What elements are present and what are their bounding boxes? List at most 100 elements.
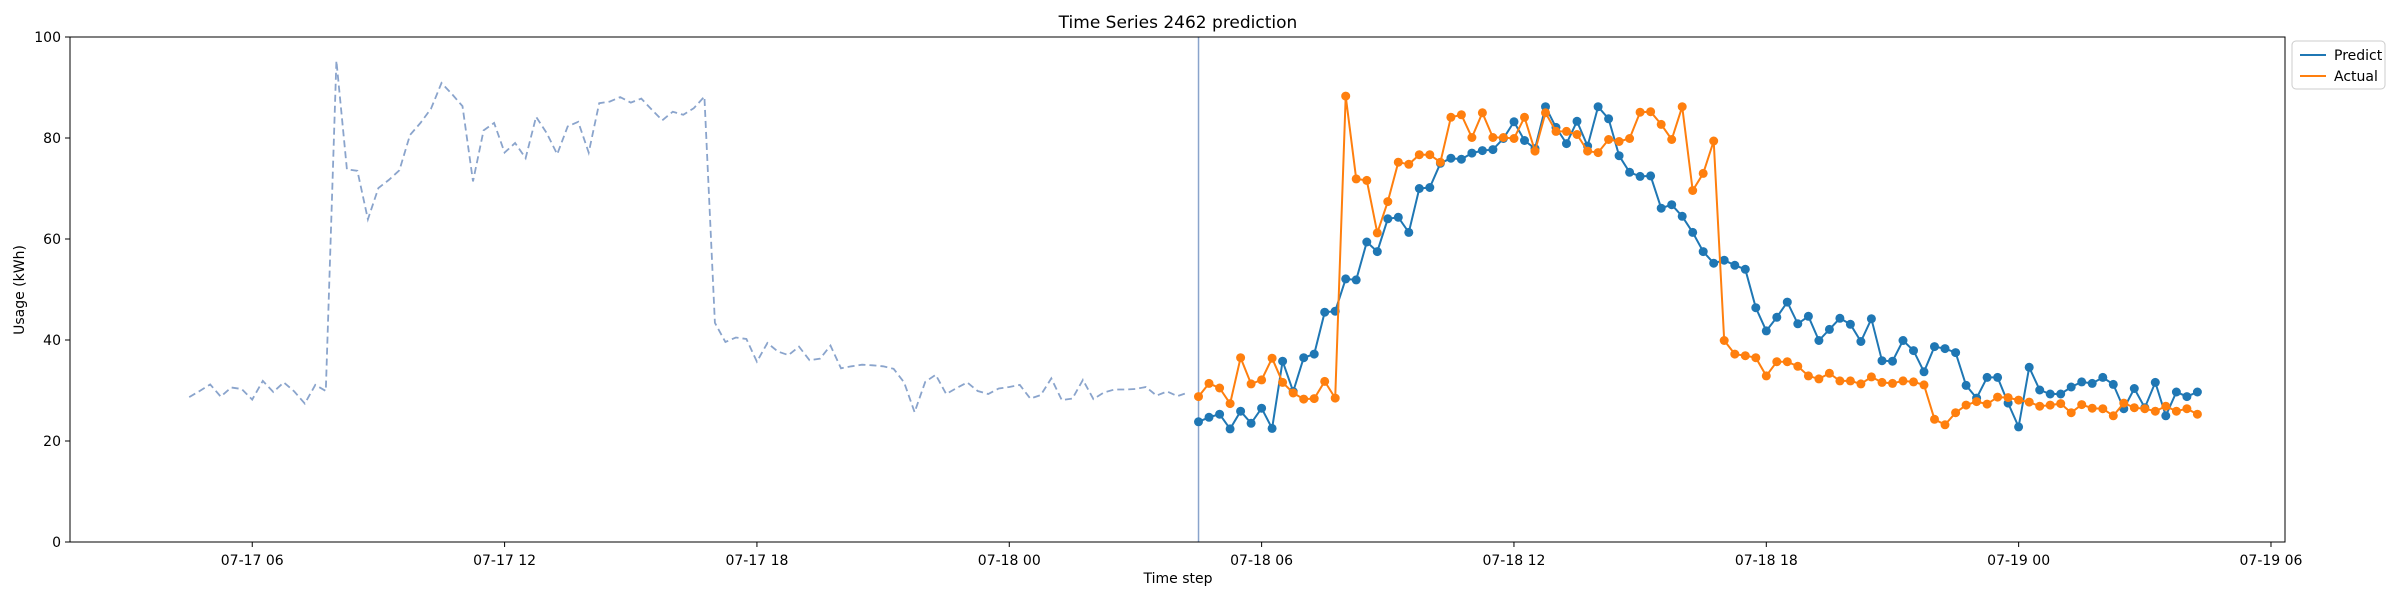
data-point-actual	[1414, 150, 1424, 160]
data-point-predict	[2045, 389, 2055, 399]
data-point-predict	[1856, 337, 1866, 346]
data-point-actual	[2024, 397, 2034, 407]
data-point-actual	[1909, 377, 1918, 387]
data-point-predict	[2024, 362, 2034, 372]
data-point-predict	[2087, 378, 2097, 388]
data-point-actual	[1856, 379, 1866, 389]
data-point-actual	[1614, 137, 1624, 146]
data-point-actual	[2087, 403, 2097, 413]
data-point-actual	[1593, 148, 1603, 158]
data-point-actual	[1635, 107, 1645, 117]
data-point-predict	[1866, 314, 1876, 324]
data-point-predict	[1593, 102, 1603, 112]
data-point-actual	[1751, 353, 1761, 363]
data-point-actual	[1372, 228, 1382, 238]
data-point-predict	[1194, 417, 1203, 427]
data-point-actual	[1824, 368, 1834, 378]
y-axis: 0 20 40 60 80 100	[34, 30, 70, 551]
data-point-predict	[1772, 312, 1782, 322]
data-point-predict	[1919, 367, 1929, 377]
data-point-actual	[1435, 157, 1445, 167]
data-point-actual	[1204, 378, 1214, 388]
data-point-actual	[1740, 351, 1750, 361]
data-point-actual	[1793, 361, 1803, 371]
data-point-predict	[2129, 384, 2139, 393]
data-point-predict	[1614, 151, 1624, 161]
data-point-actual	[1362, 175, 1372, 185]
data-point-predict	[1257, 403, 1267, 413]
data-point-predict	[1362, 237, 1372, 247]
y-tick-label: 60	[43, 232, 61, 248]
data-point-actual	[2192, 409, 2202, 419]
data-point-actual	[1446, 112, 1456, 122]
data-point-actual	[1656, 119, 1666, 129]
data-point-predict	[1635, 171, 1645, 181]
data-point-actual	[2161, 401, 2171, 411]
data-point-actual	[1782, 357, 1792, 367]
data-point-actual	[1425, 150, 1435, 160]
legend: Predict Actual	[2291, 40, 2386, 90]
chart-title: Time Series 2462 prediction	[1058, 13, 1298, 33]
data-point-actual	[1961, 400, 1971, 410]
data-point-predict	[1572, 116, 1582, 126]
data-point-predict	[2161, 411, 2171, 421]
data-point-actual	[1646, 107, 1656, 117]
data-point-actual	[1583, 146, 1593, 156]
y-tick-label: 20	[43, 434, 61, 450]
data-point-predict	[1782, 297, 1792, 307]
data-point-predict	[1446, 153, 1456, 163]
data-point-predict	[1656, 203, 1666, 213]
data-point-actual	[1845, 376, 1855, 386]
data-point-actual	[1730, 349, 1740, 359]
data-point-predict	[1425, 183, 1435, 192]
data-point-predict	[1993, 372, 2003, 382]
data-point-actual	[1877, 377, 1887, 387]
data-point-predict	[1351, 275, 1361, 285]
series-line-actual	[1197, 95, 2198, 427]
data-point-actual	[2150, 406, 2160, 416]
data-point-actual	[1761, 371, 1771, 381]
x-axis-label: Time step	[1143, 571, 1213, 587]
x-tick-label: 07-19 00	[1987, 553, 2050, 569]
data-point-actual	[1940, 420, 1950, 430]
data-point-actual	[1698, 168, 1708, 178]
data-point-actual	[1498, 133, 1508, 142]
series-predict	[1194, 102, 2202, 434]
data-point-actual	[1194, 392, 1203, 402]
data-point-actual	[2129, 403, 2139, 413]
x-tick-label: 07-18 00	[978, 553, 1041, 569]
data-point-predict	[1236, 406, 1246, 416]
data-point-predict	[2108, 379, 2118, 389]
data-point-actual	[1551, 126, 1561, 136]
data-point-predict	[1814, 336, 1824, 345]
data-point-predict	[1456, 154, 1466, 164]
y-tick-label: 0	[52, 535, 61, 551]
data-point-predict	[1646, 171, 1656, 181]
data-point-predict	[2014, 422, 2024, 432]
data-point-actual	[2056, 399, 2066, 409]
data-point-predict	[1204, 412, 1214, 422]
data-point-actual	[1814, 374, 1824, 384]
data-point-actual	[1772, 357, 1782, 367]
data-point-predict	[1709, 258, 1719, 268]
data-point-actual	[1257, 375, 1267, 385]
data-point-actual	[1625, 134, 1635, 143]
data-point-predict	[1740, 264, 1750, 274]
data-point-predict	[1667, 200, 1677, 210]
data-point-actual	[1541, 108, 1550, 118]
data-point-actual	[1562, 126, 1571, 136]
data-point-predict	[1520, 136, 1529, 145]
data-point-predict	[1267, 423, 1277, 433]
data-point-actual	[1993, 392, 2003, 402]
data-point-actual	[1509, 134, 1519, 143]
data-point-predict	[1824, 324, 1834, 334]
data-point-predict	[2077, 377, 2087, 387]
data-point-actual	[1719, 336, 1729, 345]
data-point-actual	[2182, 404, 2192, 414]
y-axis-label: Usage (kWh)	[12, 245, 28, 335]
data-point-predict	[1751, 303, 1761, 313]
data-point-predict	[1793, 319, 1803, 329]
data-point-predict	[1341, 274, 1351, 284]
x-tick-label: 07-17 18	[725, 553, 788, 569]
